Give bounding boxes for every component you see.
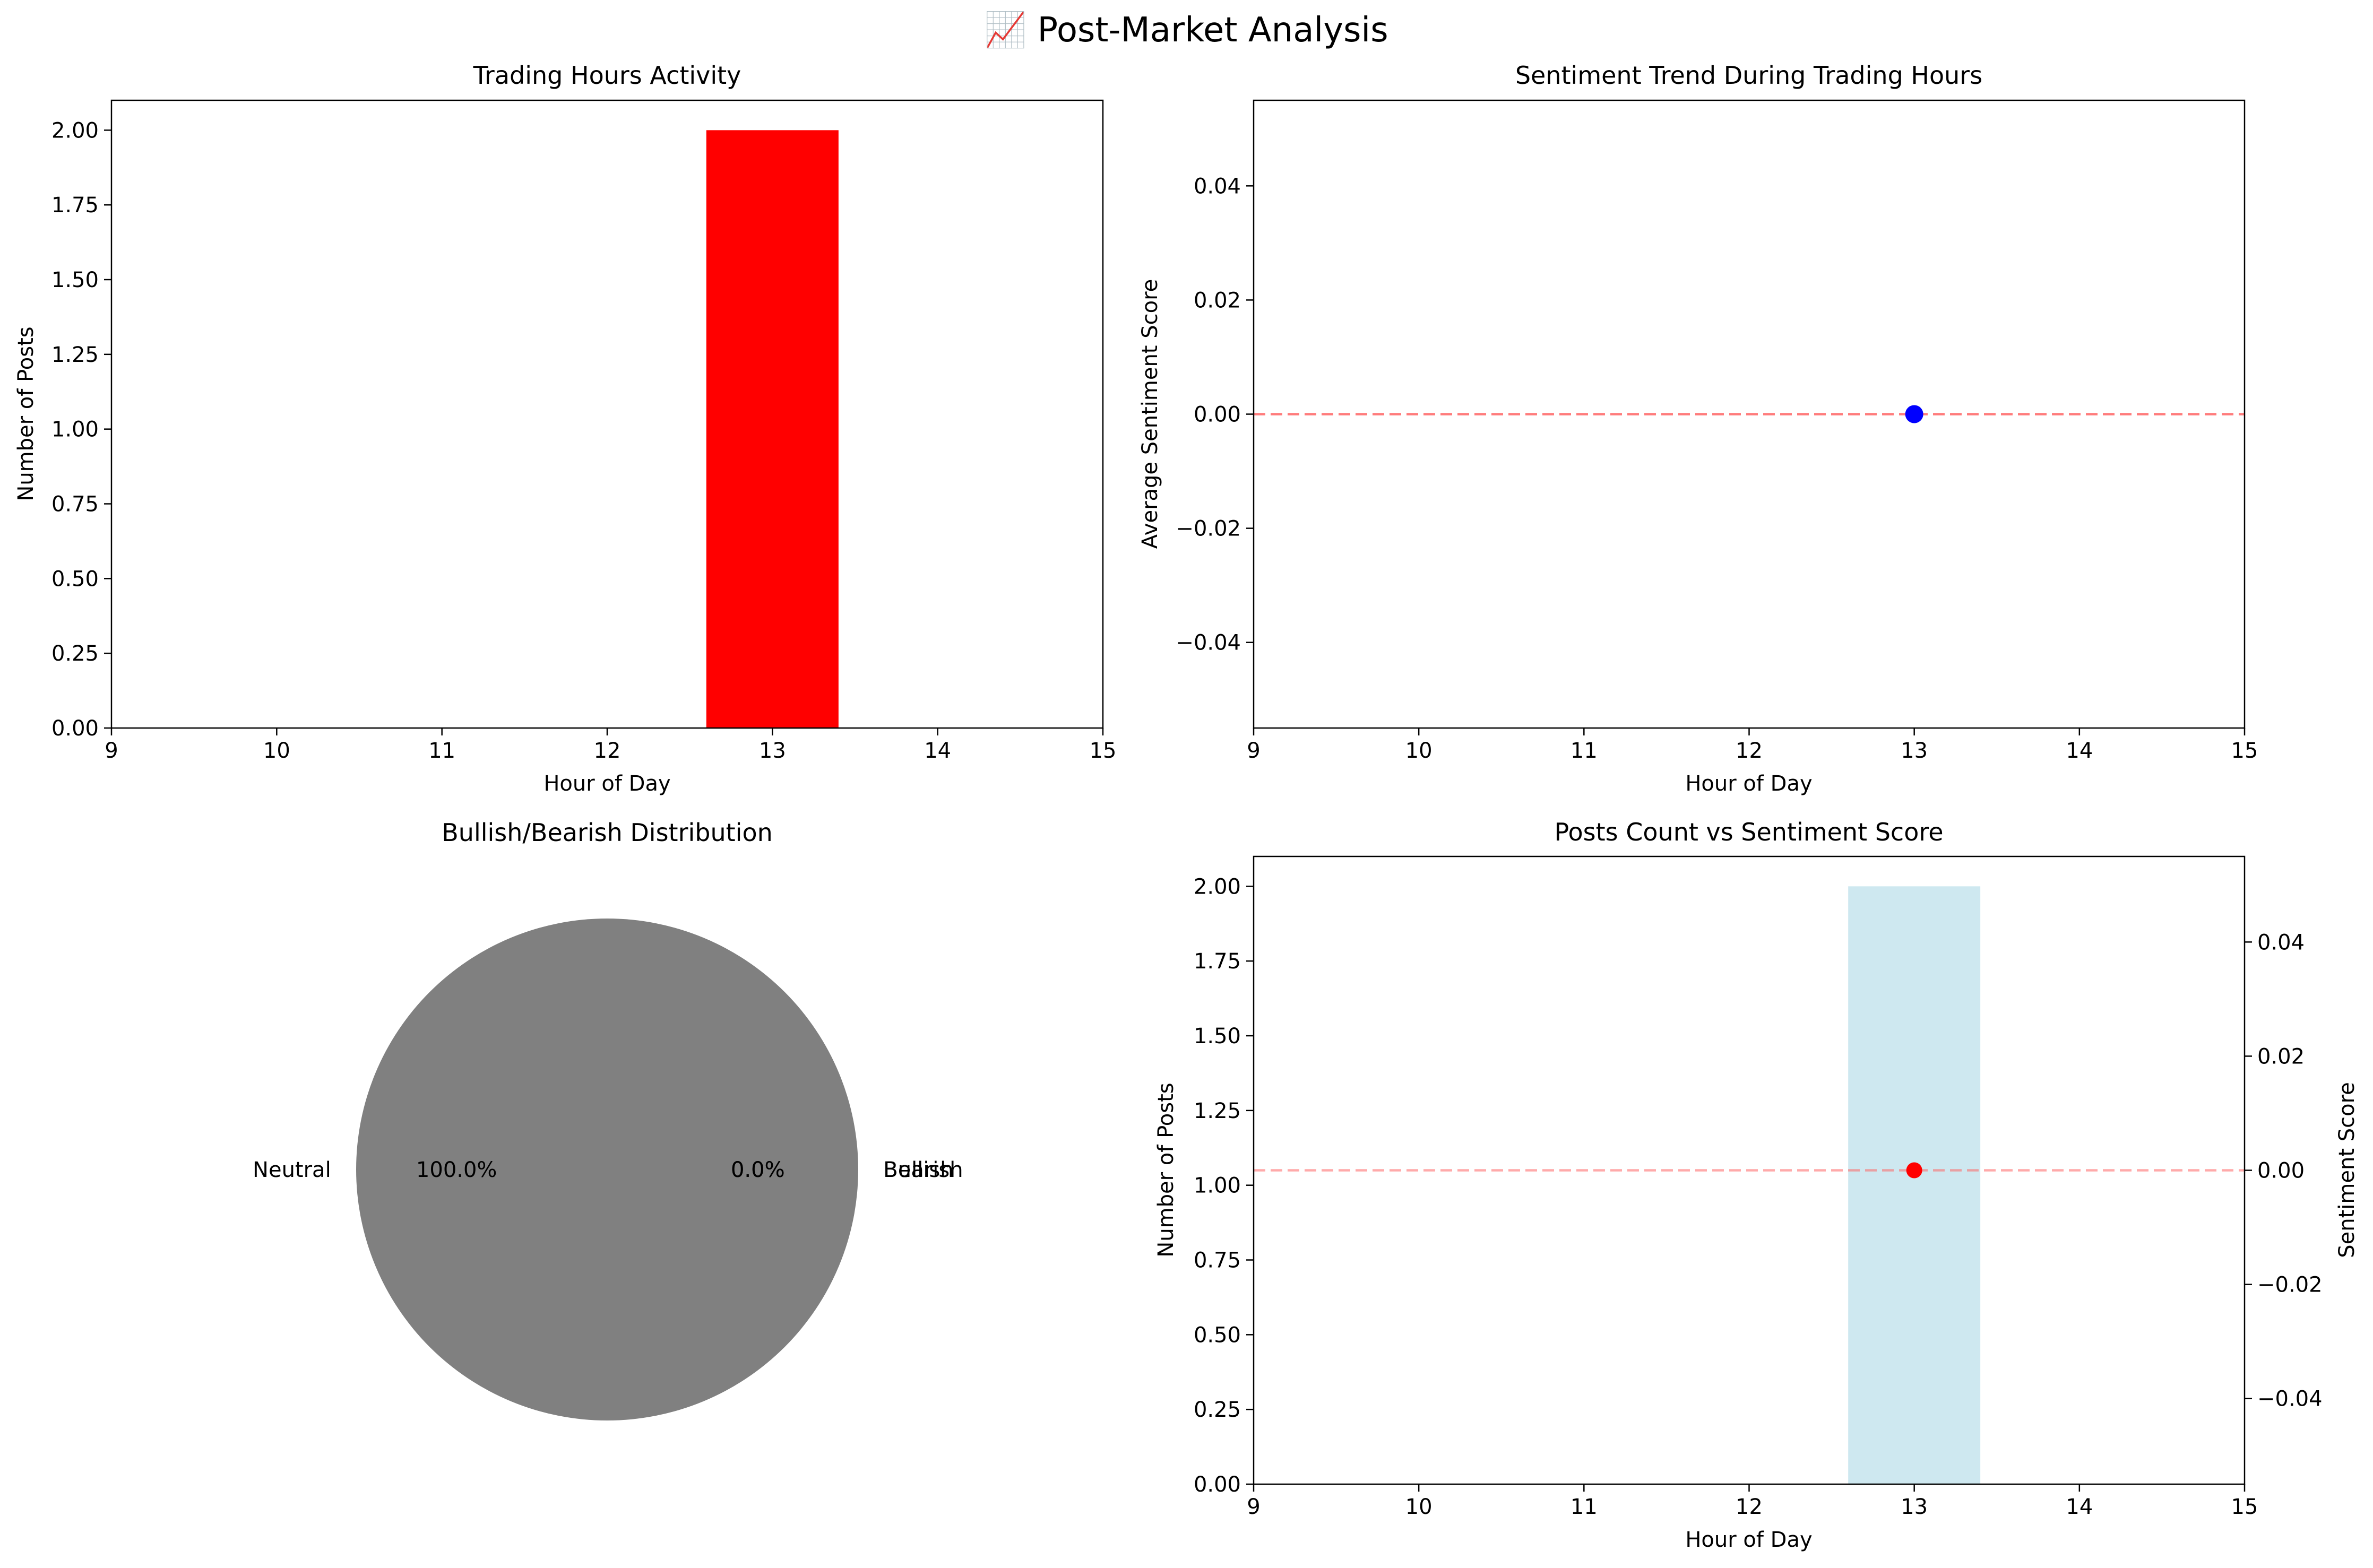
x-tick-label: 10 [263,739,290,763]
panel-1-y-ticks: 0.00 0.25 0.50 0.75 1.00 1.25 1.50 1.75 2.00 [51,118,111,741]
x-tick-label: 9 [105,739,118,763]
panel-4-ylabel: Number of Posts [1154,1082,1178,1257]
x-tick-label: 15 [2231,739,2258,763]
panel-trading-hours-activity: Trading Hours Activity 9 10 11 12 13 14 15 0.0… [14,61,1116,796]
y-tick-label: 0.50 [51,567,99,591]
suptitle: 📈 Post-Market Analysis [984,11,1388,50]
panel-3-title: Bullish/Bearish Distribution [442,818,773,847]
panel-2-xlabel: Hour of Day [1685,772,1812,796]
x-tick-label: 11 [428,739,455,763]
sentiment-point [1905,405,1923,423]
panel-1-marks [706,130,839,728]
x-tick-label: 15 [2231,1495,2258,1519]
panel-2-x-ticks: 9 10 11 12 13 14 15 [1247,728,2258,763]
panel-sentiment-trend: Sentiment Trend During Trading Hours 9 10… [1138,61,2258,796]
pie-pct-label: 100.0% [416,1158,497,1182]
y-tick-label: 0.50 [1194,1323,1241,1347]
x-tick-label: 14 [924,739,951,763]
y-tick-label-right: 0.00 [2257,1159,2305,1183]
y-tick-label-right: −0.04 [2257,1387,2323,1411]
panel-4-ylabel-right: Sentiment Score [2335,1082,2359,1258]
x-tick-label: 15 [1090,739,1117,763]
y-tick-label-right: 0.02 [2257,1044,2305,1069]
bar [1848,886,1981,1484]
x-tick-label: 14 [2066,1495,2093,1519]
x-tick-label: 9 [1247,739,1260,763]
y-tick-label: 0.25 [51,642,99,666]
x-tick-label: 13 [1901,739,1928,763]
y-tick-label: 0.00 [1194,1472,1241,1497]
panel-1-spines [110,99,1104,729]
x-tick-label: 12 [1736,1495,1763,1519]
x-tick-label: 9 [1247,1495,1260,1519]
panel-2-y-ticks: −0.04 −0.02 0.00 0.02 0.04 [1176,174,1254,655]
x-tick-label: 14 [2066,739,2093,763]
panel-4-y-ticks-right: −0.04 −0.02 0.00 0.02 0.04 [2245,930,2323,1411]
y-tick-label: −0.02 [1176,517,1241,541]
y-tick-label: 1.25 [51,343,99,367]
x-tick-label: 12 [1736,739,1763,763]
panel-1-x-ticks: 9 10 11 12 13 14 15 [105,728,1116,763]
panel-1-xlabel: Hour of Day [543,772,670,796]
panel-1-title: Trading Hours Activity [473,61,741,90]
y-tick-label: 2.00 [51,118,99,143]
y-tick-label: 0.75 [1194,1249,1241,1273]
panel-4-marks [1254,886,2245,1484]
y-tick-label: 0.75 [51,492,99,517]
y-tick-label: 1.25 [1194,1099,1241,1123]
y-tick-label-right: 0.04 [2257,930,2305,955]
panel-4-x-ticks: 9 10 11 12 13 14 15 [1247,1484,2258,1519]
pie-slice [356,919,858,1420]
x-tick-label: 13 [1901,1495,1928,1519]
y-tick-label: 2.00 [1194,874,1241,899]
panel-4-y-ticks: 0.00 0.25 0.50 0.75 1.00 1.25 1.50 1.75 2.00 [1194,874,1254,1497]
panel-4-xlabel: Hour of Day [1685,1528,1812,1552]
y-tick-label: 0.00 [1194,403,1241,427]
x-tick-label: 11 [1571,739,1598,763]
y-tick-label-right: −0.02 [2257,1273,2323,1297]
panel-4-title: Posts Count vs Sentiment Score [1554,818,1943,846]
sentiment-point [1906,1162,1922,1179]
panel-2-marks [1254,405,2245,423]
x-tick-label: 13 [759,739,786,763]
y-tick-label: 1.00 [1194,1174,1241,1198]
y-tick-label: 1.00 [51,418,99,442]
pie-label: Bullish [883,1158,953,1182]
panel-1-ylabel: Number of Posts [14,326,38,501]
x-tick-label: 10 [1405,1495,1433,1519]
pie-label: Neutral [253,1158,331,1182]
y-tick-label: 1.75 [1194,949,1241,974]
y-tick-label: 1.50 [1194,1024,1241,1049]
panel-bullish-bearish-distribution: Bullish/Bearish Distribution Neutral 100.… [253,818,963,1420]
pie-pct-label: 0.0% [731,1158,785,1182]
y-tick-label: 0.25 [1194,1398,1241,1422]
y-tick-label: 1.50 [51,268,99,292]
panel-2-title: Sentiment Trend During Trading Hours [1515,61,1982,90]
x-tick-label: 12 [594,739,621,763]
pie-label: Bearish [883,1158,963,1182]
y-tick-label: 0.00 [51,716,99,741]
y-tick-label: 0.04 [1194,174,1241,198]
panel-posts-count-vs-sentiment: Posts Count vs Sentiment Score 9 10 11 12 13… [1154,818,2359,1552]
y-tick-label: 1.75 [51,193,99,218]
y-tick-label: 0.02 [1194,288,1241,313]
bar [706,130,839,728]
x-tick-label: 11 [1571,1495,1598,1519]
panel-2-ylabel: Average Sentiment Score [1138,279,1162,549]
y-tick-label: −0.04 [1176,631,1241,655]
pie-pct-label: 0.0% [731,1158,785,1182]
x-tick-label: 10 [1405,739,1433,763]
